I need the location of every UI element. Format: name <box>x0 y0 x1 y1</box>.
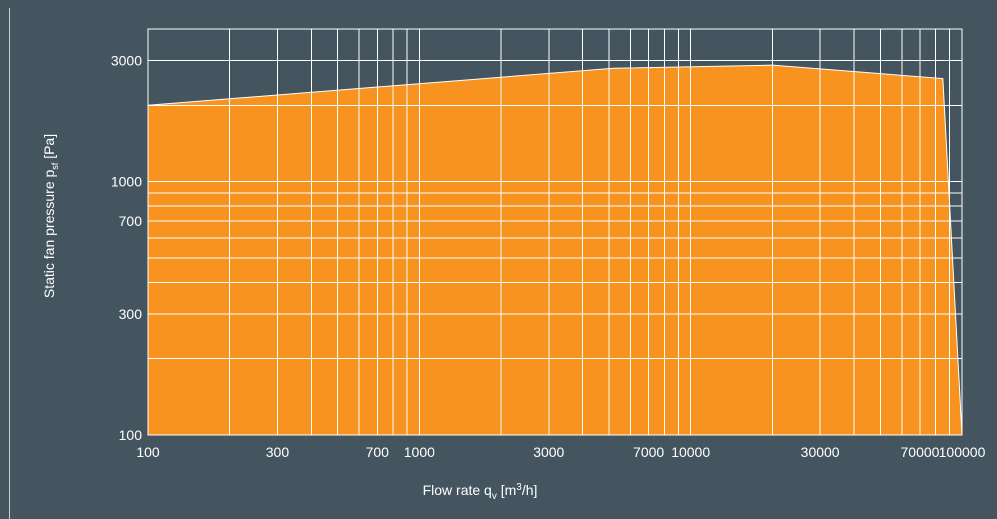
x-tick-label-7000: 7000 <box>633 444 664 460</box>
left-divider-line <box>9 8 10 519</box>
y-tick-label-300: 300 <box>119 306 143 322</box>
area-fill-series-0 <box>148 65 962 435</box>
grid-layer <box>147 28 963 436</box>
x-tick-label-3000: 3000 <box>533 444 564 460</box>
y-tick-label-3000: 3000 <box>111 53 142 69</box>
x-axis-title: Flow rate qv [m3/h] <box>423 482 538 502</box>
y-tick-label-1000: 1000 <box>111 174 142 190</box>
x-axis-title-unit-end: /h] <box>522 482 538 498</box>
x-tick-label-70000: 70000 <box>901 444 940 460</box>
x-axis-title-sub: v <box>492 491 497 502</box>
x-tick-label-100000: 100000 <box>939 444 986 460</box>
series-line-0 <box>147 64 963 436</box>
x-tick-label-30000: 30000 <box>801 444 840 460</box>
x-axis-title-unit: [m <box>497 482 516 498</box>
x-tick-label-10000: 10000 <box>671 444 710 460</box>
plot-border <box>147 28 963 436</box>
area-layer <box>148 65 962 435</box>
y-tick-label-100: 100 <box>119 427 143 443</box>
x-tick-label-100: 100 <box>136 444 160 460</box>
outline-layer <box>147 64 963 436</box>
x-tick-label-1000: 1000 <box>404 444 435 460</box>
y-axis-title-unit: [Pa] <box>41 134 57 163</box>
x-tick-label-700: 700 <box>366 444 390 460</box>
x-axis-title-main: Flow rate q <box>423 482 492 498</box>
y-axis-title-main: Static fan pressure p <box>41 169 57 298</box>
y-axis-title-sub: sf <box>50 162 60 170</box>
x-tick-label-300: 300 <box>266 444 290 460</box>
y-axis-title: Static fan pressure psf [Pa] <box>41 134 60 298</box>
x-axis-title-sup: 3 <box>516 482 522 493</box>
label-layer: 100 300 700 1000 3000 7000 10000 30000 70000 1000… <box>111 53 986 460</box>
y-tick-label-700: 700 <box>119 213 143 229</box>
